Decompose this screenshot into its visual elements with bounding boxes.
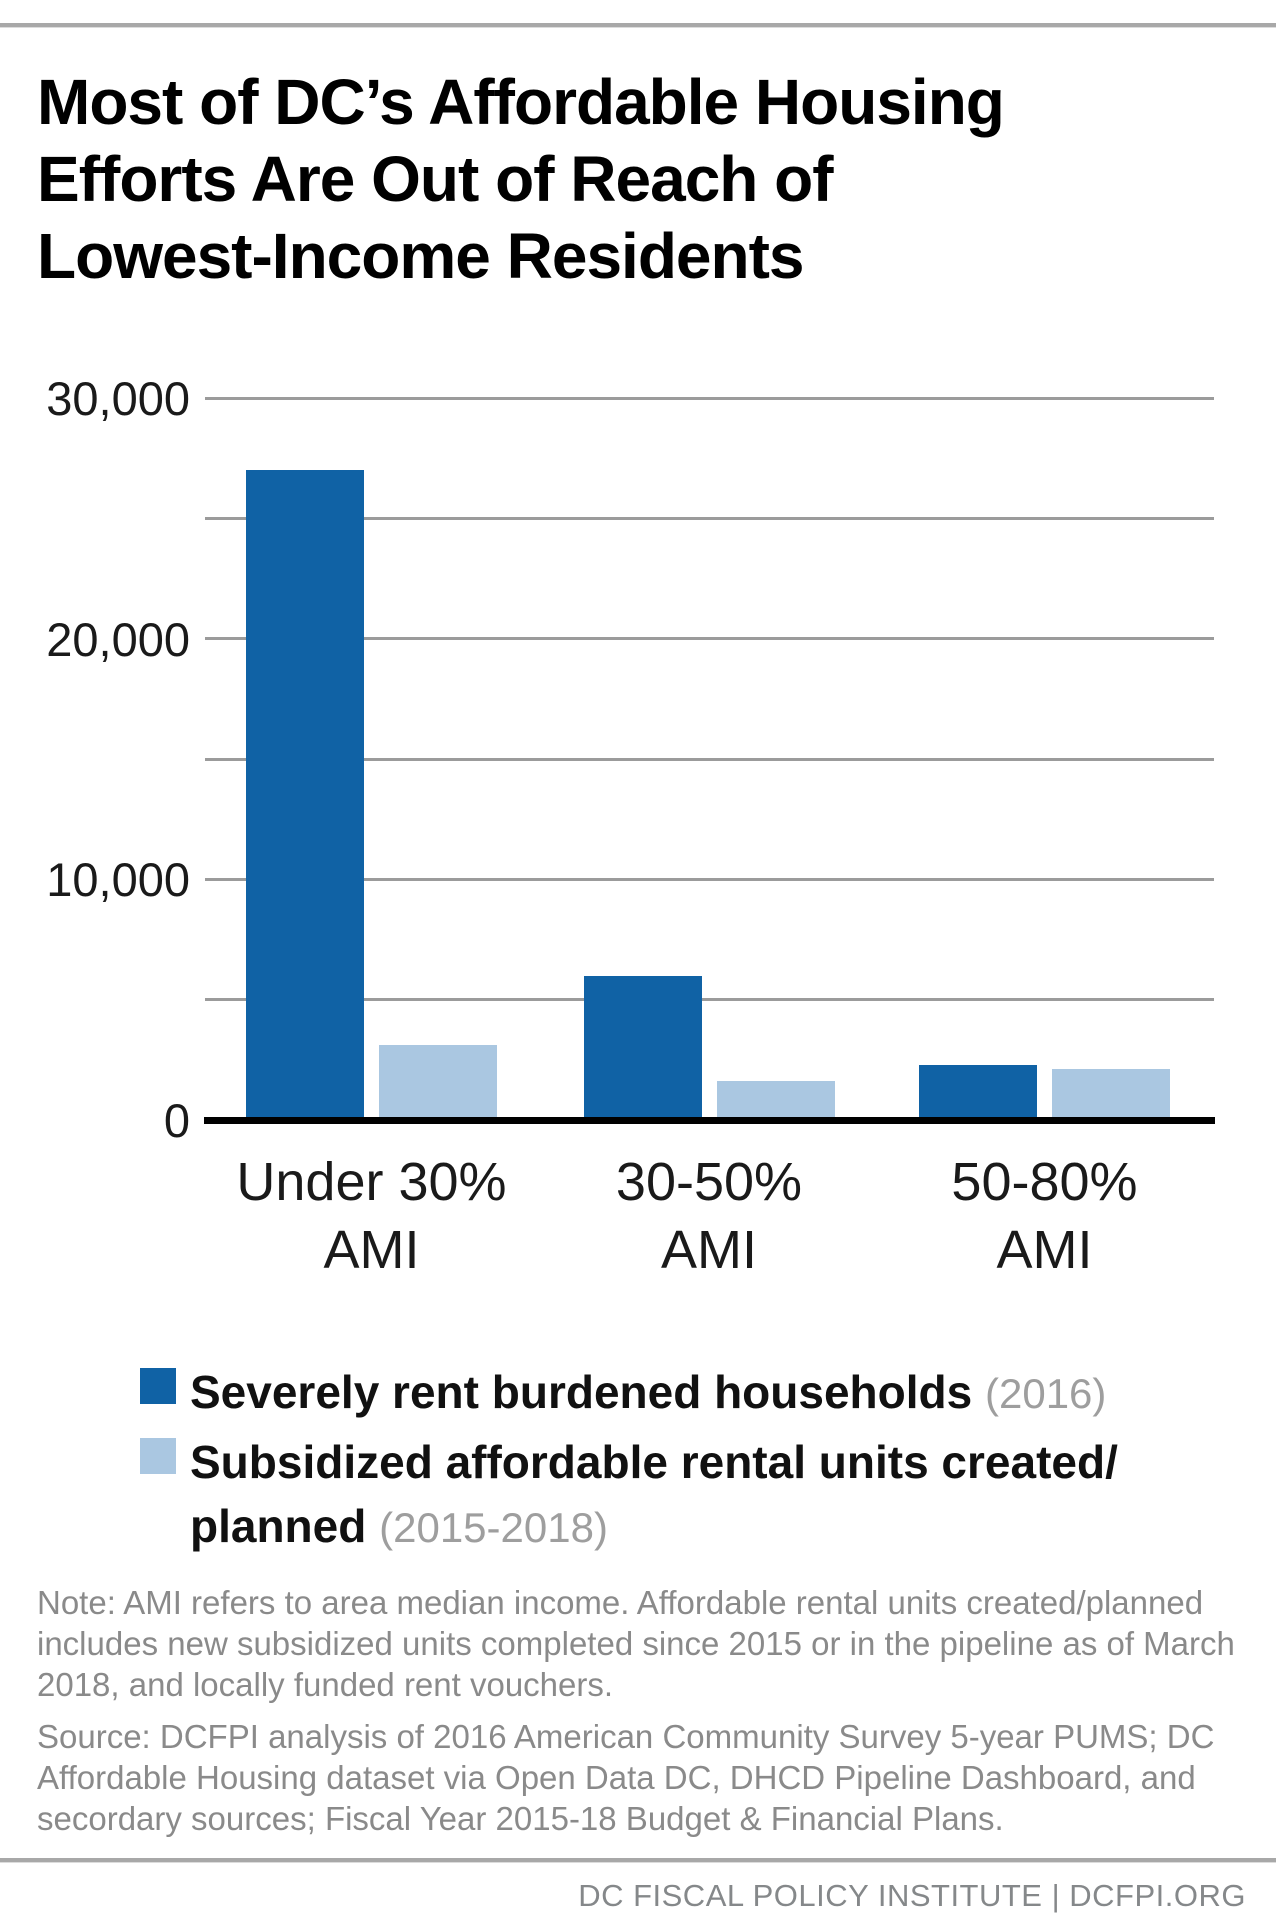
y-axis-tick-label: 0 (163, 1094, 190, 1147)
gridline (205, 757, 1214, 761)
bar-severely-rent-burdened-50-80-ami (919, 1064, 1037, 1120)
source-line-1: Source: DCFPI analysis of 2016 American … (37, 1718, 1215, 1755)
chart-title-line-2: Efforts Are Out of Reach of (37, 143, 834, 215)
gridline (205, 998, 1214, 1002)
top-divider-rule (0, 23, 1276, 28)
source-line-2: Affordable Housing dataset via Open Data… (37, 1759, 1196, 1796)
x-axis-label-line-1: 30-50% (615, 1152, 803, 1212)
gridline (205, 516, 1214, 520)
legend-item-subsidized-units: Subsidized affordable rental units creat… (140, 1430, 1118, 1560)
legend-label: Subsidized affordable rental units creat… (190, 1430, 1118, 1560)
x-axis-label-line-2: AMI (323, 1220, 420, 1280)
note-text: Note: AMI refers to area median income. … (37, 1582, 1235, 1705)
gridline (205, 877, 1214, 881)
y-axis-tick-label: 20,000 (46, 612, 190, 666)
x-axis-label-line-1: Under 30% (236, 1152, 507, 1212)
legend-swatch-dark-blue (140, 1368, 176, 1404)
note-line-3: 2018, and locally funded rent vouchers. (37, 1666, 614, 1703)
chart-title-line-1: Most of DC’s Affordable Housing (37, 66, 1005, 138)
gridline (205, 637, 1214, 641)
bar-subsidized-units-50-80-ami (1052, 1069, 1170, 1120)
x-axis-line (204, 1117, 1215, 1124)
bottom-divider-rule (0, 1858, 1276, 1863)
note-line-2: includes new subsidized units completed … (37, 1625, 1235, 1662)
legend-swatch-light-blue (140, 1438, 176, 1474)
legend-label-line-2: planned (2015-2018) (190, 1494, 1118, 1560)
bar-subsidized-units-under-30-ami (379, 1045, 497, 1120)
chart-title-line-3: Lowest-Income Residents (37, 220, 805, 292)
x-axis-label-line-1: 50-80% (951, 1152, 1138, 1212)
source-line-3: secordary sources; Fiscal Year 2015-18 B… (37, 1800, 1004, 1837)
x-axis-label-line-2: AMI (660, 1220, 757, 1280)
x-axis-label-line-2: AMI (996, 1220, 1093, 1280)
bar-subsidized-units-30-50-ami (716, 1081, 835, 1120)
chart-title: Most of DC’s Affordable Housing Efforts … (37, 64, 1247, 295)
y-axis-tick-label: 30,000 (46, 372, 190, 426)
legend-label-suffix: (2016) (984, 1370, 1107, 1417)
note-line-1: Note: AMI refers to area median income. … (37, 1584, 1204, 1621)
gridline (205, 396, 1214, 400)
legend-label-text: Severely rent burdened households (190, 1366, 973, 1418)
legend-item-severely-rent-burdened: Severely rent burdened households (2016) (140, 1360, 1106, 1426)
legend-label-line-1: Subsidized affordable rental units creat… (190, 1436, 1118, 1488)
x-axis-label-under-30-ami: Under 30% AMI (202, 1148, 542, 1284)
x-axis-label-50-80-ami: 50-80% AMI (875, 1148, 1215, 1284)
legend-label-text: planned (190, 1500, 367, 1552)
legend-label: Severely rent burdened households (2016) (190, 1360, 1106, 1426)
source-text: Source: DCFPI analysis of 2016 American … (37, 1716, 1214, 1839)
footer-credit: DC FISCAL POLICY INSTITUTE | DCFPI.ORG (578, 1878, 1246, 1913)
legend-label-suffix: (2015-2018) (379, 1504, 608, 1551)
bar-severely-rent-burdened-30-50-ami (583, 975, 702, 1120)
x-axis-label-30-50-ami: 30-50% AMI (539, 1148, 879, 1284)
bar-severely-rent-burdened-under-30-ami (246, 470, 364, 1120)
y-axis-tick-label: 10,000 (46, 853, 190, 907)
